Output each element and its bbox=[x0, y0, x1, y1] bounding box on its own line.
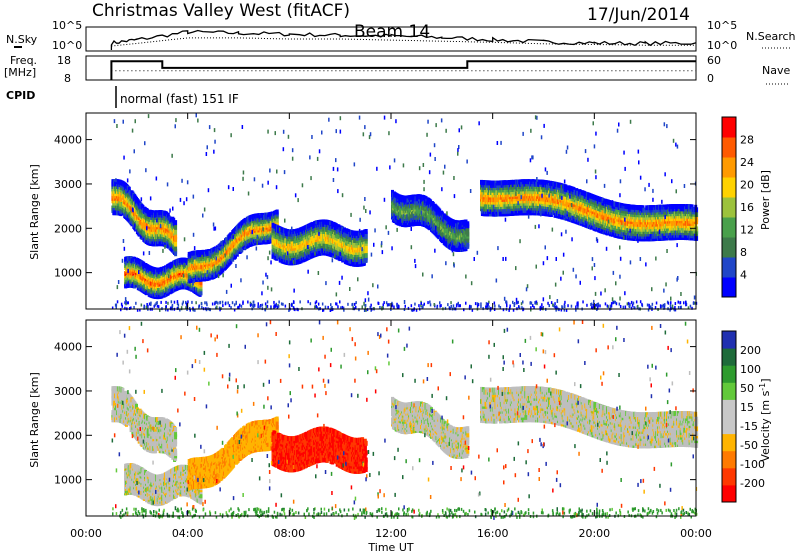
echo-cell bbox=[165, 211, 168, 217]
frequency-panel-frame bbox=[85, 55, 697, 81]
echo-cell bbox=[127, 186, 131, 192]
noise-left-tick-low: 10^0 bbox=[52, 39, 82, 52]
echo-cell bbox=[130, 197, 134, 203]
echo-cell bbox=[275, 209, 279, 215]
cpid-mode: normal (fast) 151 IF bbox=[120, 92, 239, 106]
echo-cell bbox=[166, 212, 170, 218]
echo-cell bbox=[174, 246, 178, 252]
nsky-trace bbox=[110, 29, 697, 50]
echo-cell bbox=[160, 291, 164, 297]
cpid-label: CPID bbox=[6, 89, 35, 102]
nave-tick-low: 0 bbox=[707, 72, 714, 85]
noise-left-tick-high: 10^5 bbox=[52, 19, 82, 32]
power-heatmap bbox=[86, 113, 699, 312]
frequency-panel: Freq. [MHz] 18 8 60 0 Nave bbox=[4, 54, 790, 85]
freq-tick-high: 18 bbox=[57, 54, 71, 67]
echo-cell bbox=[174, 224, 178, 230]
freq-label: Freq. bbox=[10, 54, 37, 67]
nave-tick-high: 60 bbox=[707, 54, 721, 67]
nsky-label: N.Sky bbox=[6, 33, 38, 46]
echo-cell bbox=[172, 217, 176, 223]
echo-cell bbox=[142, 261, 146, 267]
nave-label: Nave bbox=[762, 64, 790, 77]
echo-cell bbox=[174, 241, 178, 247]
echo-cell bbox=[145, 208, 149, 214]
station-title: Christmas Valley West (fitACF) bbox=[92, 1, 350, 21]
freq-unit-label: [MHz] bbox=[4, 66, 36, 79]
freq-tick-low: 8 bbox=[64, 72, 71, 85]
nsearch-trace bbox=[111, 37, 696, 47]
echo-cell bbox=[174, 220, 178, 226]
date-label: 17/Jun/2014 bbox=[587, 5, 690, 25]
echo-cell bbox=[171, 271, 175, 277]
noise-right-tick-low: 10^0 bbox=[707, 39, 737, 52]
echo-cell bbox=[169, 217, 173, 223]
noise-right-tick-high: 10^5 bbox=[707, 19, 737, 32]
echo-cell bbox=[141, 204, 145, 210]
beam-label: Beam 14 bbox=[354, 22, 430, 42]
noise-panel: N.Sky 10^5 10^0 10^5 10^0 N.Search bbox=[6, 19, 796, 52]
echo-cell bbox=[364, 229, 368, 234]
nsearch-label: N.Search bbox=[746, 30, 796, 43]
freq-trace bbox=[110, 60, 696, 80]
echo-cell bbox=[174, 234, 178, 240]
noise-panel-frame bbox=[85, 26, 697, 52]
echo-cell bbox=[174, 229, 178, 235]
